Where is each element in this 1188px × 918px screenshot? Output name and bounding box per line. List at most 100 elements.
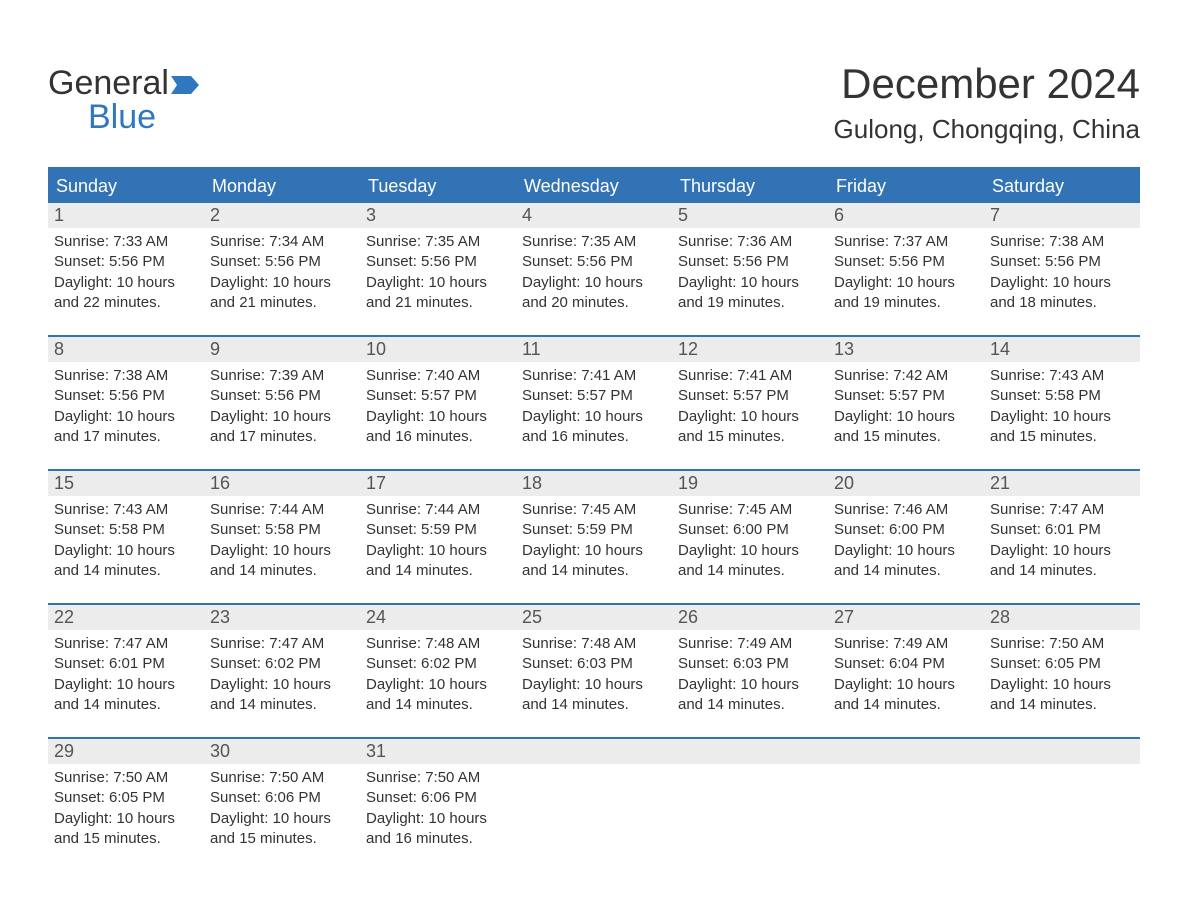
- weekday-header: Tuesday: [360, 170, 516, 203]
- day-number: 15: [48, 471, 204, 496]
- sunrise-line: Sunrise: 7:50 AM: [54, 768, 198, 788]
- day-cell: Sunrise: 7:37 AMSunset: 5:56 PMDaylight:…: [828, 228, 984, 313]
- week-row: 22232425262728 Sunrise: 7:47 AM Sunset: 6:…: [48, 603, 1140, 737]
- sunrise-line: Sunrise: 7:35 AM: [522, 232, 666, 252]
- daylight-line: Daylight: 10 hours and 20 minutes.: [522, 273, 666, 314]
- day-number: 18: [516, 471, 672, 496]
- daylight-line: Daylight: 10 hours and 15 minutes.: [990, 407, 1134, 448]
- sunset-line: Sunset: 5:56 PM: [54, 386, 198, 406]
- sunrise-line: Sunrise: 7:44 AM: [366, 500, 510, 520]
- sunset-line: Sunset: 5:57 PM: [366, 386, 510, 406]
- daylight-line: Daylight: 10 hours and 14 minutes.: [834, 541, 978, 582]
- sunrise-line: Sunrise: 7:50 AM: [366, 768, 510, 788]
- sunset-line: Sunset: 6:00 PM: [834, 520, 978, 540]
- day-number: 5: [672, 203, 828, 228]
- daylight-line: Daylight: 10 hours and 14 minutes.: [678, 541, 822, 582]
- day-cell: [672, 764, 828, 849]
- day-number-strip: 15161718192021: [48, 471, 1140, 496]
- daylight-line: Daylight: 10 hours and 19 minutes.: [678, 273, 822, 314]
- day-number: 20: [828, 471, 984, 496]
- day-number: 24: [360, 605, 516, 630]
- day-number: 11: [516, 337, 672, 362]
- day-number: [672, 739, 828, 764]
- sunset-line: Sunset: 5:58 PM: [54, 520, 198, 540]
- sunset-line: Sunset: 5:56 PM: [678, 252, 822, 272]
- day-number: 28: [984, 605, 1140, 630]
- day-cell: Sunrise: 7:45 AMSunset: 6:00 PMDaylight:…: [672, 496, 828, 581]
- sunrise-line: Sunrise: 7:36 AM: [678, 232, 822, 252]
- day-number: [984, 739, 1140, 764]
- day-cell: Sunrise: 7:43 AMSunset: 5:58 PMDaylight:…: [48, 496, 204, 581]
- day-number: [828, 739, 984, 764]
- day-number: 17: [360, 471, 516, 496]
- sunset-line: Sunset: 6:04 PM: [834, 654, 978, 674]
- calendar-body: 1234567Sunrise: 7:33 AMSunset: 5:56 PMDa…: [48, 203, 1140, 871]
- sunrise-line: Sunrise: 7:35 AM: [366, 232, 510, 252]
- daylight-line: Daylight: 10 hours and 15 minutes.: [210, 809, 354, 850]
- day-cell: Sunrise: 7:34 AMSunset: 5:56 PMDaylight:…: [204, 228, 360, 313]
- day-number: 6: [828, 203, 984, 228]
- daylight-line: Daylight: 10 hours and 14 minutes.: [522, 541, 666, 582]
- sunrise-line: Sunrise: 7:48 AM: [522, 634, 666, 654]
- sunset-line: Sunset: 6:01 PM: [54, 654, 198, 674]
- title-block: December 2024 Gulong, Chongqing, China: [834, 60, 1140, 159]
- daylight-line: Daylight: 10 hours and 22 minutes.: [54, 273, 198, 314]
- sunrise-line: Sunrise: 7:47 AM: [210, 634, 354, 654]
- day-number: 22: [48, 605, 204, 630]
- day-body-row: Sunrise: 7:43 AMSunset: 5:58 PMDaylight:…: [48, 496, 1140, 603]
- day-number-strip: 22232425262728: [48, 605, 1140, 630]
- day-number: 13: [828, 337, 984, 362]
- daylight-line: Daylight: 10 hours and 14 minutes.: [990, 541, 1134, 582]
- day-number: 25: [516, 605, 672, 630]
- sunset-line: Sunset: 5:56 PM: [210, 252, 354, 272]
- daylight-line: Daylight: 10 hours and 18 minutes.: [990, 273, 1134, 314]
- flag-icon: [171, 66, 199, 84]
- sunset-line: Sunset: 6:06 PM: [366, 788, 510, 808]
- day-number: 31: [360, 739, 516, 764]
- weekday-header: Thursday: [672, 170, 828, 203]
- sunrise-line: Sunrise: 7:41 AM: [678, 366, 822, 386]
- sunset-line: Sunset: 6:00 PM: [678, 520, 822, 540]
- day-number: 8: [48, 337, 204, 362]
- header: General Blue December 2024 Gulong, Chong…: [48, 60, 1140, 159]
- weekday-header: Friday: [828, 170, 984, 203]
- logo-word-general: General: [48, 64, 169, 102]
- logo-word-blue: Blue: [88, 100, 199, 134]
- day-number: 29: [48, 739, 204, 764]
- sunset-line: Sunset: 5:56 PM: [522, 252, 666, 272]
- weekday-header: Wednesday: [516, 170, 672, 203]
- day-number: 27: [828, 605, 984, 630]
- weekday-header: Monday: [204, 170, 360, 203]
- sunset-line: Sunset: 5:56 PM: [366, 252, 510, 272]
- daylight-line: Daylight: 10 hours and 14 minutes.: [366, 541, 510, 582]
- day-cell: Sunrise: 7:39 AMSunset: 5:56 PMDaylight:…: [204, 362, 360, 447]
- day-number: 3: [360, 203, 516, 228]
- day-cell: [516, 764, 672, 849]
- day-cell: Sunrise: 7:46 AMSunset: 6:00 PMDaylight:…: [828, 496, 984, 581]
- day-number: 10: [360, 337, 516, 362]
- sunset-line: Sunset: 5:58 PM: [210, 520, 354, 540]
- day-number: 16: [204, 471, 360, 496]
- daylight-line: Daylight: 10 hours and 15 minutes.: [834, 407, 978, 448]
- daylight-line: Daylight: 10 hours and 15 minutes.: [54, 809, 198, 850]
- day-number: 4: [516, 203, 672, 228]
- sunrise-line: Sunrise: 7:47 AM: [990, 500, 1134, 520]
- day-cell: Sunrise: 7:48 AMSunset: 6:02 PMDaylight:…: [360, 630, 516, 715]
- day-body-row: Sunrise: 7:47 AM Sunset: 6:01 PM Daylight:…: [48, 630, 1140, 737]
- day-cell: Sunrise: 7:38 AMSunset: 5:56 PMDaylight:…: [48, 362, 204, 447]
- day-number: 7: [984, 203, 1140, 228]
- sunrise-line: Sunrise: 7:39 AM: [210, 366, 354, 386]
- daylight-line: Daylight: 10 hours and 16 minutes.: [366, 407, 510, 448]
- sunrise-line: Sunrise: 7:46 AM: [834, 500, 978, 520]
- day-cell: Sunrise: 7:42 AMSunset: 5:57 PMDaylight:…: [828, 362, 984, 447]
- daylight-line: Daylight: 10 hours and 19 minutes.: [834, 273, 978, 314]
- sunrise-line: Sunrise: 7:49 AM: [834, 634, 978, 654]
- day-cell: Sunrise: 7:49 AMSunset: 6:04 PMDaylight:…: [828, 630, 984, 715]
- day-cell: Sunrise: 7:38 AMSunset: 5:56 PMDaylight:…: [984, 228, 1140, 313]
- sunrise-line: Sunrise: 7:49 AM: [678, 634, 822, 654]
- daylight-line: Daylight: 10 hours and 14 minutes.: [834, 675, 978, 716]
- sunset-line: Sunset: 6:06 PM: [210, 788, 354, 808]
- daylight-line: Daylight: 10 hours and 17 minutes.: [54, 407, 198, 448]
- weekday-header: Sunday: [48, 170, 204, 203]
- sunset-line: Sunset: 5:57 PM: [834, 386, 978, 406]
